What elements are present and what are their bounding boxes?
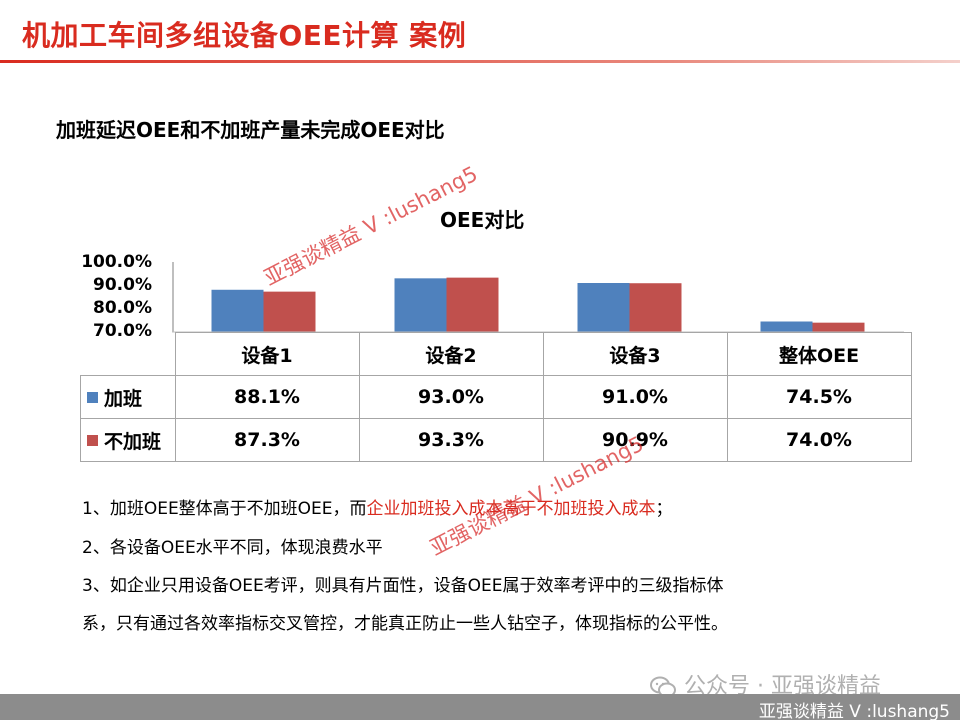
legend-swatch-red xyxy=(87,434,98,446)
note-3-line-2: 系，只有通过各效率指标交叉管控，才能真正防止一些人钻空子，体现指标的公平性。 xyxy=(82,614,728,634)
legend-label: 加班 xyxy=(104,387,143,410)
data-label: 93.3% xyxy=(358,418,544,462)
category-label: 整体OEE xyxy=(726,332,912,376)
y-tick-label: 100.0% xyxy=(81,252,152,272)
note-1-highlight: 企业加班投入成本高于不加班投入成本 xyxy=(366,499,656,519)
bar-no-overtime xyxy=(812,322,865,332)
bar-overtime xyxy=(577,283,630,332)
series-row: 不加班 87.3% 93.3% 90.9% 74.0% xyxy=(80,418,912,462)
note-1-text: 1、加班OEE整体高于不加班OEE，而 xyxy=(82,499,367,519)
series-row: 加班 88.1% 93.0% 91.0% 74.5% xyxy=(80,375,912,419)
legend-entry-no-overtime: 不加班 xyxy=(80,418,176,462)
slide-subtitle: 加班延迟OEE和不加班产量未完成OEE对比 xyxy=(56,118,445,142)
bar-overtime xyxy=(760,321,813,332)
category-label: 设备3 xyxy=(542,332,728,376)
bar-plot xyxy=(172,277,904,333)
bar-no-overtime xyxy=(629,283,682,332)
bar-no-overtime xyxy=(446,277,499,332)
legend-entry-overtime: 加班 xyxy=(80,375,176,419)
category-label: 设备2 xyxy=(358,332,544,376)
data-label: 87.3% xyxy=(174,418,360,462)
table-corner xyxy=(80,332,176,376)
category-label: 设备1 xyxy=(174,332,360,376)
y-tick-label: 90.0% xyxy=(93,275,152,295)
note-1-end: ； xyxy=(655,499,673,519)
data-label: 93.0% xyxy=(358,375,544,419)
slide-title: 机加工车间多组设备OEE计算 案例 xyxy=(22,19,467,52)
legend-swatch-blue xyxy=(87,391,98,403)
bar-overtime xyxy=(211,289,264,332)
data-label: 88.1% xyxy=(174,375,360,419)
y-axis-line xyxy=(172,262,174,332)
note-1: 1、加班OEE整体高于不加班OEE，而企业加班投入成本高于不加班投入成本； xyxy=(82,498,673,520)
bar-overtime xyxy=(394,278,447,332)
data-label: 91.0% xyxy=(542,375,728,419)
data-label: 90.9% xyxy=(542,418,728,462)
data-label: 74.0% xyxy=(726,418,912,462)
title-divider xyxy=(0,60,960,63)
y-tick-label: 80.0% xyxy=(93,298,152,318)
chart-data-table: 设备1 设备2 设备3 整体OEE 加班 88.1% 93.0% 91.0% 7… xyxy=(80,332,912,462)
note-2: 2、各设备OEE水平不同，体现浪费水平 xyxy=(82,538,383,558)
footer-bar: 亚强谈精益 V :lushang5 xyxy=(0,694,960,722)
data-label: 74.5% xyxy=(726,375,912,419)
legend-label: 不加班 xyxy=(104,430,162,453)
note-3-line-1: 3、如企业只用设备OEE考评，则具有片面性，设备OEE属于效率考评中的三级指标体 xyxy=(82,576,724,596)
footer-text: 亚强谈精益 V :lushang5 xyxy=(758,702,950,722)
category-row: 设备1 设备2 设备3 整体OEE xyxy=(80,332,912,376)
bar-no-overtime xyxy=(263,291,316,332)
chart-title: OEE对比 xyxy=(440,208,525,232)
